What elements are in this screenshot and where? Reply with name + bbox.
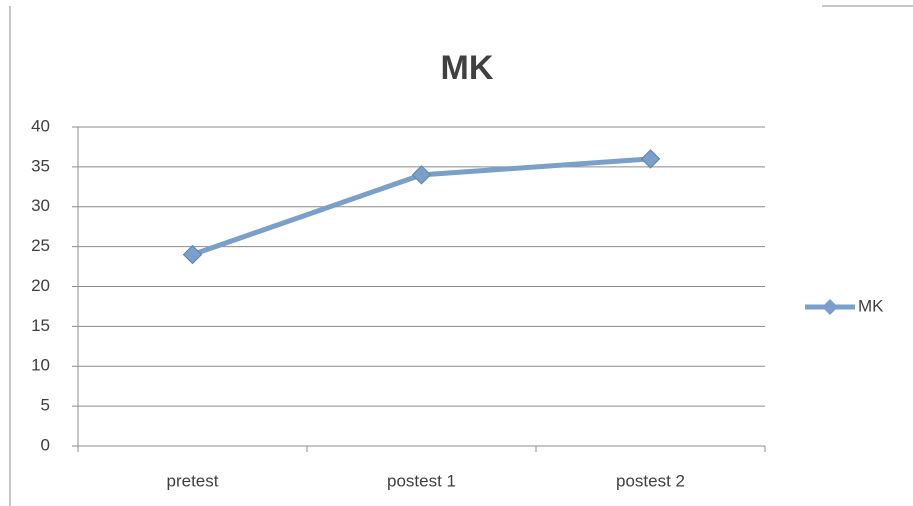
- x-tick-label: pretest: [167, 471, 219, 490]
- y-tick-label: 10: [31, 356, 50, 375]
- data-point: [411, 165, 432, 185]
- y-tick-label: 0: [41, 435, 50, 454]
- x-tick-label: postest 2: [616, 471, 685, 490]
- y-tick-label: 30: [31, 196, 50, 215]
- x-tick-label: postest 1: [387, 471, 456, 490]
- y-tick-label: 25: [31, 236, 50, 255]
- y-tick-label: 35: [31, 156, 50, 175]
- y-tick-label: 40: [31, 116, 50, 135]
- y-tick-label: 20: [31, 276, 50, 295]
- y-tick-label: 15: [31, 316, 50, 335]
- y-tick-label: 5: [41, 396, 50, 415]
- legend-label: MK: [858, 296, 884, 315]
- chart-frame: [9, 5, 913, 506]
- data-point: [182, 244, 203, 265]
- data-point: [640, 149, 661, 169]
- chart-title: MK: [441, 49, 494, 87]
- legend-marker: [822, 299, 838, 315]
